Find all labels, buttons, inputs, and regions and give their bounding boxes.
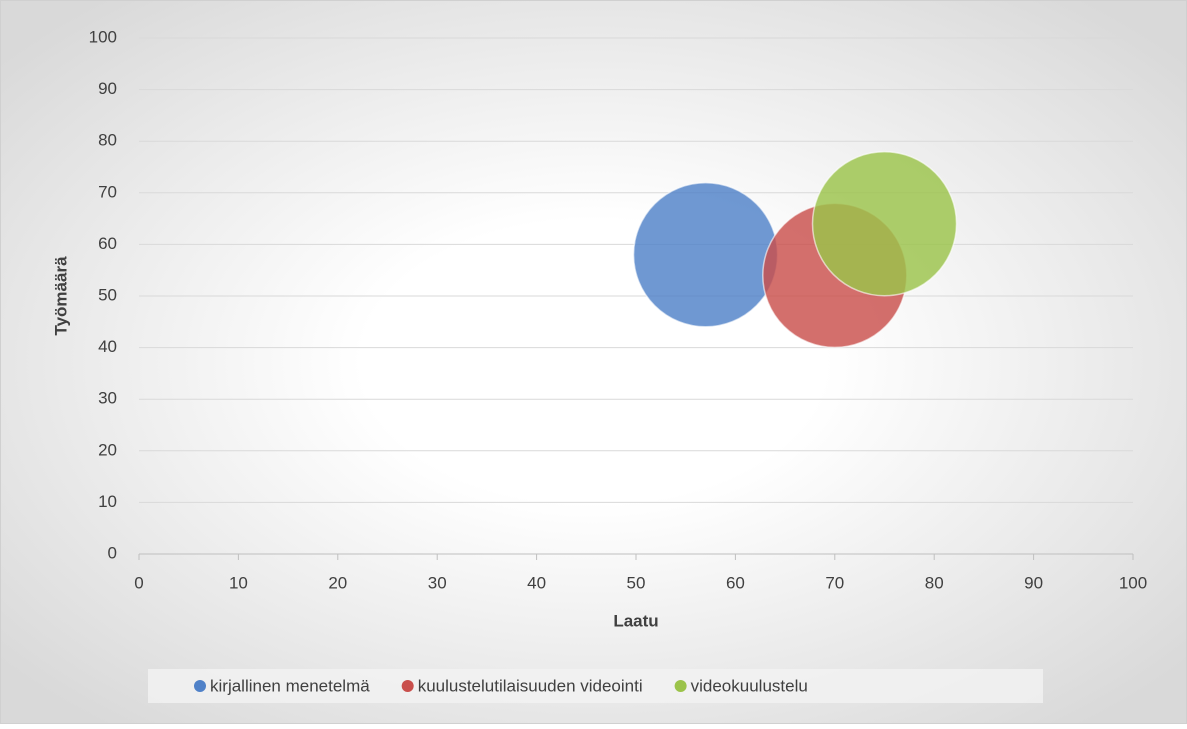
x-tick-label: 10 bbox=[229, 573, 248, 592]
x-tick-label: 80 bbox=[925, 573, 944, 592]
y-tick-label: 70 bbox=[98, 182, 117, 201]
y-tick-label: 40 bbox=[98, 337, 117, 356]
y-tick-label: 10 bbox=[98, 492, 117, 511]
y-tick-label: 60 bbox=[98, 234, 117, 253]
x-tick-label: 30 bbox=[428, 573, 447, 592]
y-tick-label: 0 bbox=[108, 543, 117, 562]
y-tick-label: 90 bbox=[98, 79, 117, 98]
x-axis-label: Laatu bbox=[613, 611, 658, 630]
x-tick-label: 70 bbox=[825, 573, 844, 592]
x-tick-label: 40 bbox=[527, 573, 546, 592]
y-tick-label: 80 bbox=[98, 131, 117, 150]
legend-box bbox=[148, 669, 1043, 703]
legend-label: kuulustelutilaisuuden videointi bbox=[418, 676, 643, 695]
legend-label: videokuulustelu bbox=[691, 676, 808, 695]
bubble bbox=[811, 151, 958, 297]
y-tick-label: 100 bbox=[89, 27, 117, 46]
x-tick-label: 20 bbox=[328, 573, 347, 592]
x-tick-label: 90 bbox=[1024, 573, 1043, 592]
x-tick-label: 50 bbox=[627, 573, 646, 592]
legend-label: kirjallinen menetelmä bbox=[210, 676, 370, 695]
x-tick-label: 60 bbox=[726, 573, 745, 592]
bubble bbox=[632, 181, 779, 328]
y-tick-label: 30 bbox=[98, 389, 117, 408]
y-tick-label: 50 bbox=[98, 285, 117, 304]
legend-marker bbox=[401, 680, 414, 692]
x-tick-label: 0 bbox=[134, 573, 143, 592]
y-axis-label: Työmäärä bbox=[51, 256, 70, 336]
legend-marker bbox=[194, 680, 206, 692]
legend-marker bbox=[674, 680, 687, 692]
x-tick-label: 100 bbox=[1119, 573, 1147, 592]
y-tick-label: 20 bbox=[98, 440, 117, 459]
